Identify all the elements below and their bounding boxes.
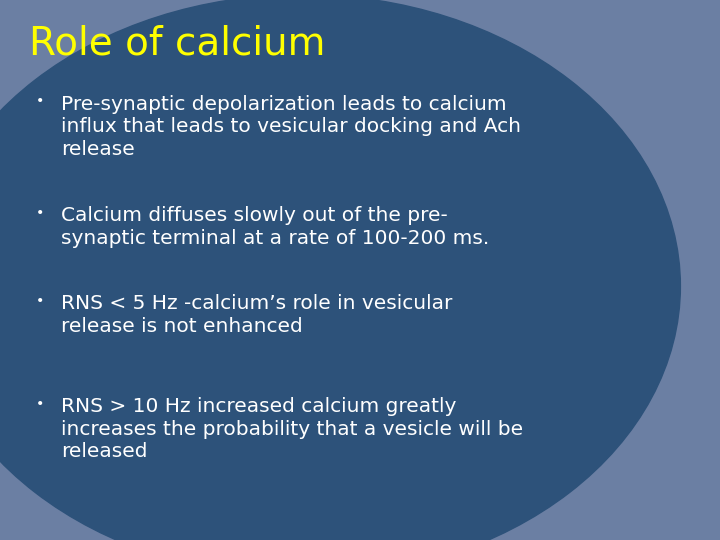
Text: Role of calcium: Role of calcium <box>29 24 325 62</box>
Text: •: • <box>35 294 44 308</box>
Text: •: • <box>35 397 44 411</box>
Text: •: • <box>35 206 44 220</box>
Text: Calcium diffuses slowly out of the pre-
synaptic terminal at a rate of 100-200 m: Calcium diffuses slowly out of the pre- … <box>61 206 490 248</box>
Text: RNS > 10 Hz increased calcium greatly
increases the probability that a vesicle w: RNS > 10 Hz increased calcium greatly in… <box>61 397 523 461</box>
Text: •: • <box>35 94 44 109</box>
Ellipse shape <box>0 0 680 540</box>
Text: Pre-synaptic depolarization leads to calcium
influx that leads to vesicular dock: Pre-synaptic depolarization leads to cal… <box>61 94 521 159</box>
Text: RNS < 5 Hz -calcium’s role in vesicular
release is not enhanced: RNS < 5 Hz -calcium’s role in vesicular … <box>61 294 453 336</box>
